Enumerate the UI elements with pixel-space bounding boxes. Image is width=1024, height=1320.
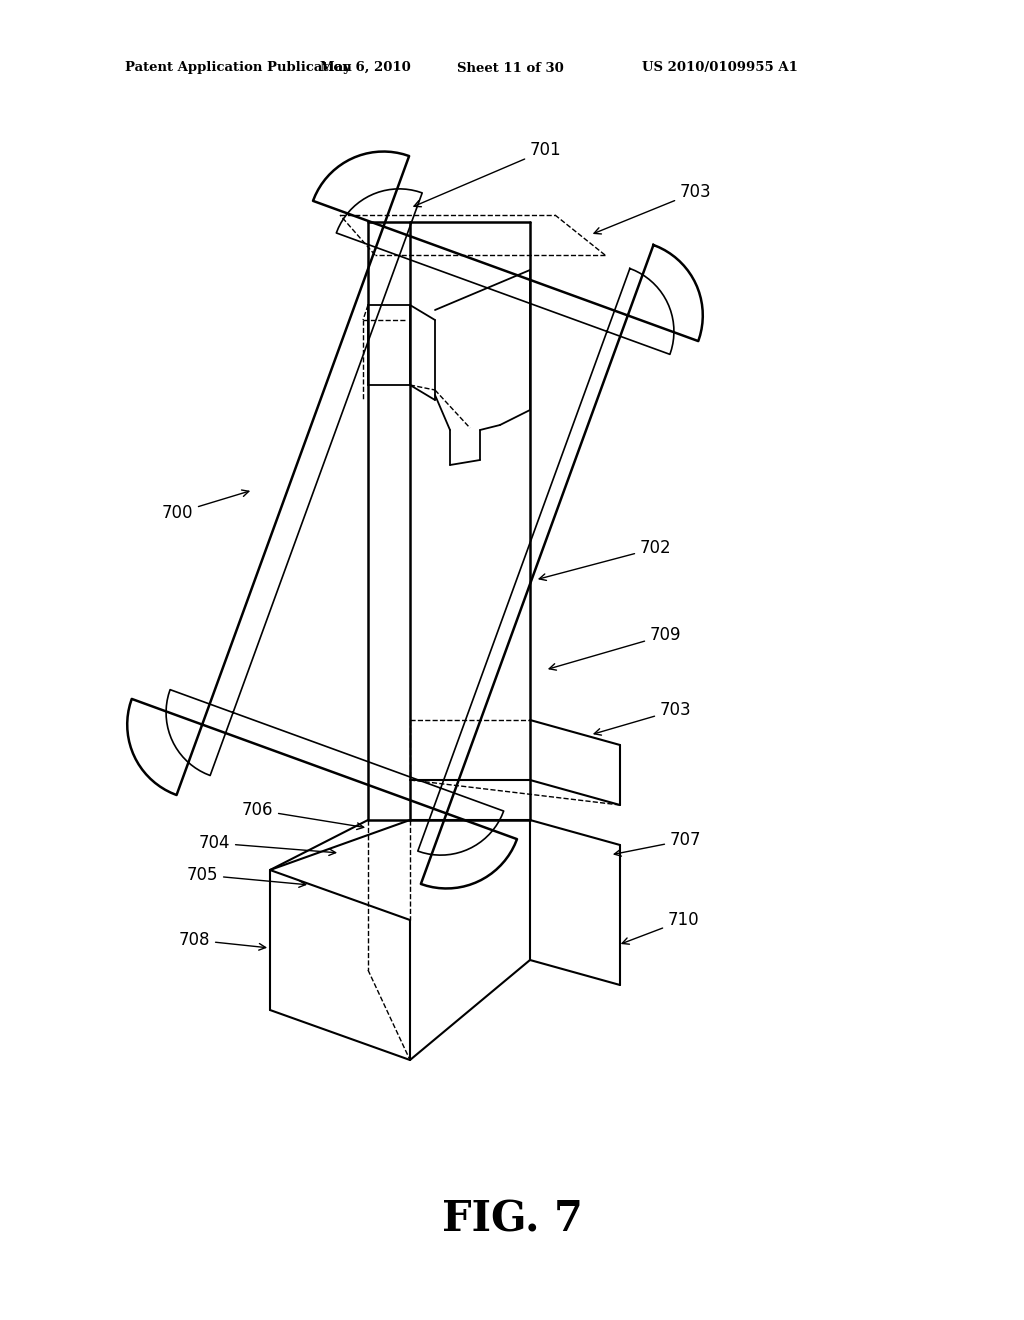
Text: 705: 705: [186, 866, 306, 887]
Text: Patent Application Publication: Patent Application Publication: [125, 62, 352, 74]
Text: 703: 703: [594, 183, 712, 234]
Text: FIG. 7: FIG. 7: [441, 1199, 583, 1241]
Text: 706: 706: [242, 801, 364, 829]
Text: 702: 702: [540, 539, 672, 581]
Text: 710: 710: [622, 911, 699, 944]
Text: 707: 707: [614, 832, 701, 857]
Text: 700: 700: [162, 490, 249, 521]
Text: Sheet 11 of 30: Sheet 11 of 30: [457, 62, 563, 74]
Text: 709: 709: [549, 626, 682, 671]
Text: May 6, 2010: May 6, 2010: [319, 62, 411, 74]
Text: 701: 701: [414, 141, 561, 207]
Text: 708: 708: [178, 931, 265, 950]
Text: 704: 704: [199, 834, 336, 855]
Text: US 2010/0109955 A1: US 2010/0109955 A1: [642, 62, 798, 74]
Text: 703: 703: [594, 701, 691, 735]
